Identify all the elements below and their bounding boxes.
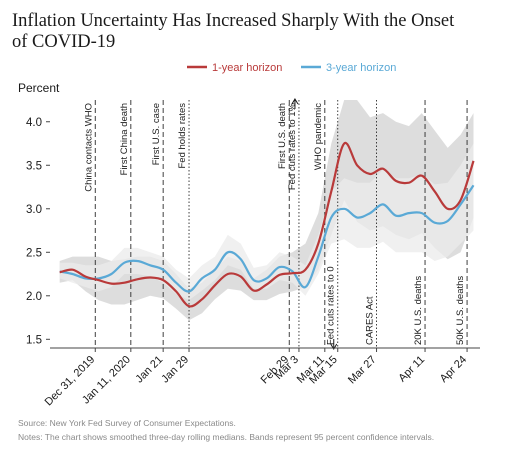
- y-tick-label: 4.0: [26, 117, 42, 129]
- event-label-who-pandemic: WHO pandemic: [313, 103, 324, 170]
- y-axis-title: Percent: [18, 81, 60, 95]
- event-label-fed-cuts-rates-to-0: Fed cuts rates to 0: [326, 266, 337, 345]
- y-tick-label: 3.0: [26, 204, 42, 216]
- legend-label-1-year: 1-year horizon: [212, 62, 282, 74]
- source-note: Source: New York Fed Survey of Consumer …: [18, 418, 236, 428]
- legend: 1-year horizon 3-year horizon: [187, 62, 396, 74]
- legend-label-3-year: 3-year horizon: [326, 62, 396, 74]
- event-label-first-u-s-death: First U.S. death: [277, 103, 288, 169]
- y-tick-label: 2.0: [26, 291, 42, 303]
- event-label-fed-holds-rates: Fed holds rates: [177, 103, 188, 169]
- arrow-down-icon: [330, 339, 338, 350]
- x-tick-label: Apr 11: [396, 354, 427, 385]
- event-label-first-china-death: First China death: [119, 103, 130, 175]
- event-label-20k-u-s-deaths: 20K U.S. deaths: [413, 276, 424, 345]
- y-tick-label: 3.5: [26, 160, 42, 172]
- y-tick-label: 2.5: [26, 247, 42, 259]
- event-label-50k-u-s-deaths: 50K U.S. deaths: [455, 276, 466, 345]
- x-tick-label: Apr 24: [438, 354, 469, 385]
- chart-title-line-1: Inflation Uncertainty Has Increased Shar…: [12, 11, 455, 31]
- event-label-china-contacts-who: China contacts WHO: [83, 103, 94, 192]
- series-lines: [59, 141, 475, 308]
- series-line-1-year-horizon: [59, 141, 475, 308]
- notes-text: Notes: The chart shows smoothed three-da…: [18, 432, 434, 442]
- x-tick-label: Jan 21: [133, 354, 165, 386]
- x-tick-label: Mar 27: [346, 354, 379, 387]
- x-tick-label: Jan 29: [159, 354, 191, 386]
- event-label-cares-act: CARES Act: [365, 296, 376, 345]
- arrow-up-icon: [291, 98, 299, 109]
- chart-title-line-2: of COVID-19: [12, 32, 115, 52]
- y-tick-label: 1.5: [26, 334, 42, 346]
- event-label-fed-cuts-rates-to-1-: Fed cuts rates to 1%: [287, 102, 298, 190]
- series-line-3-year-horizon: [59, 184, 475, 293]
- event-markers: China contacts WHO First China death First…: [83, 98, 468, 350]
- event-label-first-u-s-case: First U.S. case: [151, 103, 162, 165]
